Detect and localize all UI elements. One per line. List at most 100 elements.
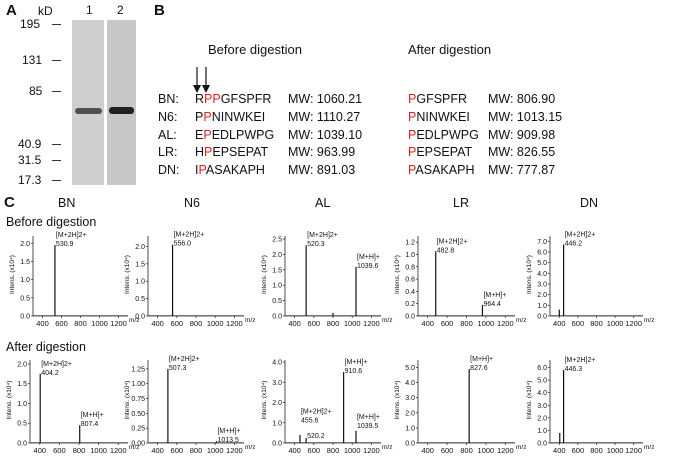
after-sequence: PEDLPWPG xyxy=(408,128,479,142)
gel-band-2 xyxy=(109,107,134,114)
marker-tick xyxy=(52,91,61,92)
seq-post: ASAKAPH xyxy=(205,163,265,177)
mw-text: MW: 777.87 xyxy=(488,163,556,177)
y-tick-label: 4.0 xyxy=(537,390,547,397)
peptide-name: AL: xyxy=(158,128,177,142)
x-tick-label: 800 xyxy=(73,446,86,455)
seq-cleavage-residue: P xyxy=(408,92,417,106)
seq-post: GFSPFR xyxy=(220,92,272,106)
mw-text: MW: 826.55 xyxy=(488,145,556,159)
y-tick-label: 4.0 xyxy=(272,360,282,367)
mw-text: MW: 806.90 xyxy=(488,92,556,106)
after-mw: MW: 1013.15 xyxy=(488,110,562,124)
y-tick-label: 1.2 xyxy=(405,240,415,247)
x-tick-label: 1000 xyxy=(207,446,224,455)
y-tick-label: 5.0 xyxy=(537,260,547,267)
after-mw: MW: 777.87 xyxy=(488,163,555,177)
y-tick-label: 1.0 xyxy=(272,283,282,290)
y-tick-label: 2.0 xyxy=(20,241,30,248)
peak-ion-label: [M+2H]2+ xyxy=(307,232,338,239)
peptide-name-text: DN: xyxy=(158,163,180,177)
peptide-name-text: BN: xyxy=(158,92,179,106)
x-tick-label: 600 xyxy=(441,446,454,455)
x-tick-label: 600 xyxy=(171,319,184,328)
after-sequence: PGFSPFR xyxy=(408,92,467,106)
x-unit-label: m/z xyxy=(644,444,654,451)
x-tick-label: 800 xyxy=(460,446,473,455)
y-tick-label: 1.00 xyxy=(131,381,145,388)
y-tick-label: 1.0 xyxy=(405,425,415,432)
y-tick-label: 4.0 xyxy=(537,271,547,278)
x-unit-label: m/z xyxy=(516,444,526,451)
peak-ion-label: [M+2H]2+ xyxy=(169,356,200,363)
after-digestion-header: After digestion xyxy=(408,42,492,57)
y-tick-label: 1.0 xyxy=(537,428,547,435)
row-label-before: Before digestion xyxy=(6,215,97,229)
gel-band-1 xyxy=(75,108,102,114)
after-mw: MW: 806.90 xyxy=(488,92,555,106)
y-tick-label: 0.50 xyxy=(131,411,145,418)
before-mw: MW: 963.99 xyxy=(288,145,355,159)
peak-mz-label: 455.6 xyxy=(301,418,319,425)
y-tick-label: 2.0 xyxy=(405,410,415,417)
col-header-dn: DN xyxy=(580,196,599,210)
peak-ion-label: [M+2H]2+ xyxy=(174,232,205,239)
y-tick-label: 0.2 xyxy=(405,301,415,308)
peak-mz-label: 1013.5 xyxy=(217,437,239,444)
y-tick-label: 1.5 xyxy=(17,381,27,388)
x-tick-label: 1200 xyxy=(110,319,127,328)
y-tick-label: 1.0 xyxy=(405,252,415,259)
y-axis-label: Intens. (x10⁴) xyxy=(261,381,268,420)
peak-mz-label: 520.3 xyxy=(307,241,325,248)
after-mw: MW: 909.98 xyxy=(488,128,555,142)
peak-ion-label: [M+2H]2+ xyxy=(301,409,332,416)
x-tick-label: 400 xyxy=(421,446,434,455)
y-tick-label: 0.8 xyxy=(405,264,415,271)
y-tick-label: 0.4 xyxy=(405,289,415,296)
x-unit-label: m/z xyxy=(382,444,392,451)
y-tick-label: 1.0 xyxy=(537,303,547,310)
y-tick-label: 0.0 xyxy=(135,314,145,321)
y-tick-label: 0.0 xyxy=(17,441,27,448)
before-sequence: RPPGFSPFR xyxy=(195,92,271,106)
peak-ion-label: [M+H]+ xyxy=(470,356,493,363)
cleavage-arrows xyxy=(193,67,210,93)
x-unit-label: m/z xyxy=(245,317,255,324)
kd-label: kD xyxy=(38,4,53,18)
col-header-bn: BN xyxy=(58,196,76,210)
seq-cleavage-residue: P xyxy=(408,110,417,124)
lane-label-1: 1 xyxy=(86,3,93,17)
after-sequence: PASAKAPH xyxy=(408,163,474,177)
mw-text: MW: 1039.10 xyxy=(288,128,363,142)
seq-pre: R xyxy=(195,92,205,106)
before-sequence: EPEDLPWPG xyxy=(195,128,274,142)
peptide-name: LR: xyxy=(158,145,177,159)
seq-cleavage-residue: P xyxy=(408,128,417,142)
x-unit-label: m/z xyxy=(644,317,654,324)
mw-text: MW: 963.99 xyxy=(288,145,356,159)
marker-17-3: 17.3 xyxy=(18,173,42,187)
x-tick-label: 800 xyxy=(460,319,473,328)
x-tick-label: 800 xyxy=(190,319,203,328)
seq-cleavage-residue: P xyxy=(408,145,417,159)
y-tick-label: 0.5 xyxy=(135,296,145,303)
y-tick-label: 4.0 xyxy=(405,380,415,387)
x-tick-label: 1200 xyxy=(110,446,127,455)
x-tick-label: 400 xyxy=(151,446,164,455)
x-tick-label: 400 xyxy=(151,319,164,328)
y-tick-label: 7.0 xyxy=(537,239,547,246)
y-tick-label: 1.25 xyxy=(131,366,145,373)
marker-131: 131 xyxy=(22,53,43,67)
y-axis-label: Intens. (x10⁴) xyxy=(261,255,268,294)
before-sequence: PPNINWKEI xyxy=(195,110,265,124)
peak-mz-label: 807.4 xyxy=(81,421,99,428)
peak-ion-label: [M+2H]2+ xyxy=(56,232,87,239)
y-tick-label: 3.0 xyxy=(537,282,547,289)
seq-post: NINWKEI xyxy=(211,110,266,124)
seq-post: EPSEPAT xyxy=(212,145,269,159)
peptide-name: BN: xyxy=(158,92,179,106)
x-tick-label: 1000 xyxy=(607,446,624,455)
seq-cleavage-residue: P xyxy=(198,163,206,177)
x-tick-label: 600 xyxy=(572,446,585,455)
y-tick-label: 2.0 xyxy=(537,415,547,422)
